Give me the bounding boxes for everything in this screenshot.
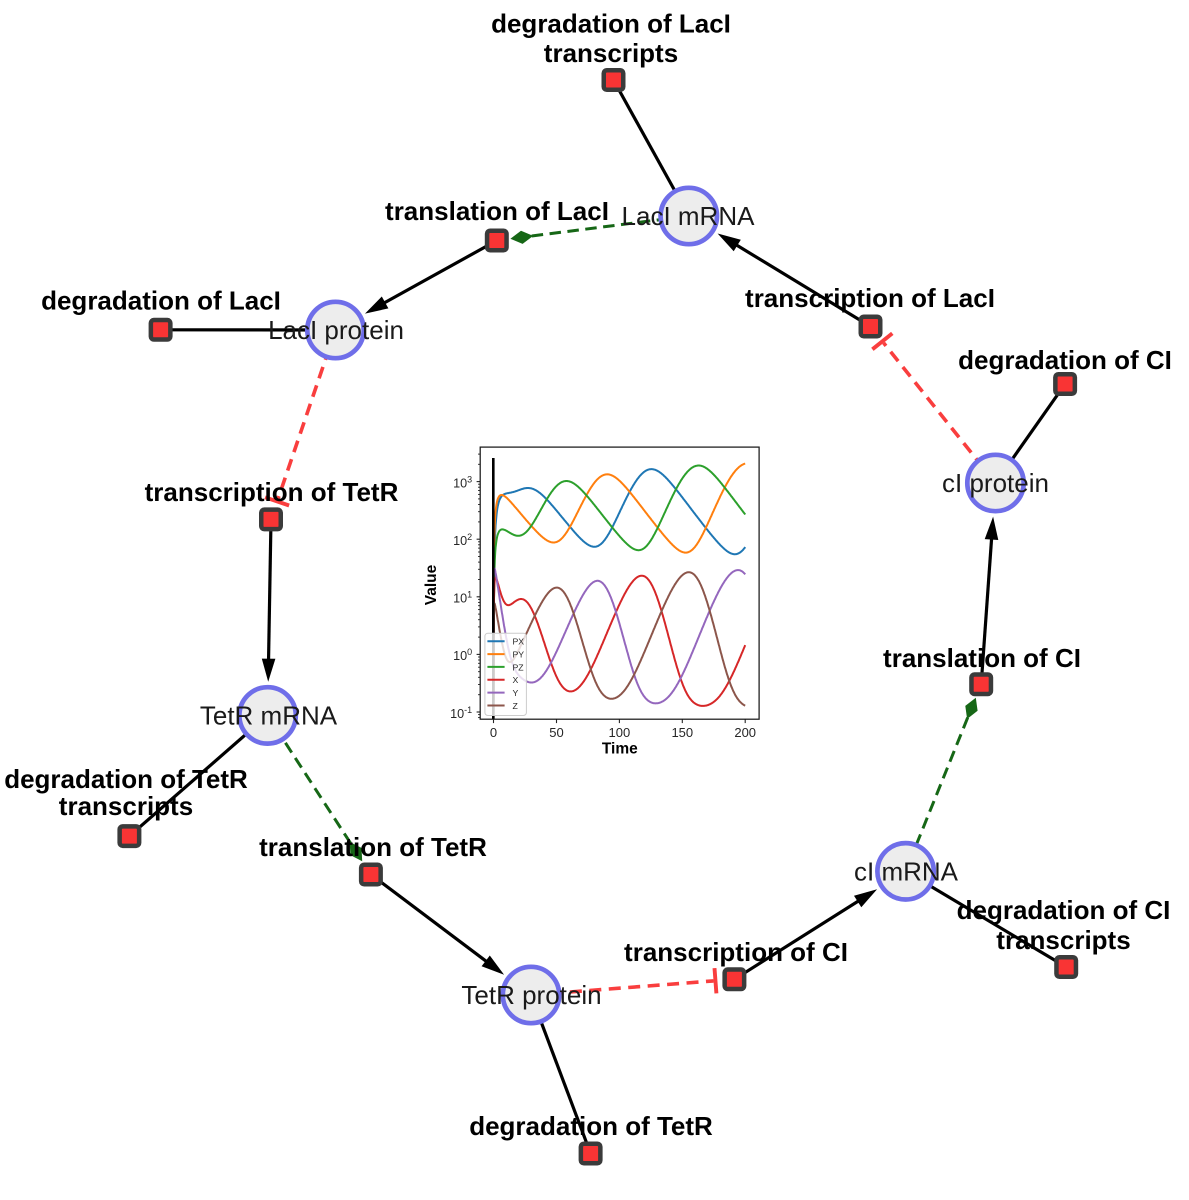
svg-text:transcription of LacI: transcription of LacI bbox=[745, 283, 995, 313]
svg-text:transcription of TetR: transcription of TetR bbox=[145, 477, 399, 507]
svg-text:degradation of CI: degradation of CI bbox=[957, 895, 1171, 925]
svg-text:0: 0 bbox=[490, 725, 497, 740]
svg-text:PY: PY bbox=[513, 650, 525, 660]
svg-text:TetR mRNA: TetR mRNA bbox=[200, 701, 338, 731]
svg-text:transcription of CI: transcription of CI bbox=[624, 937, 848, 967]
svg-text:Time: Time bbox=[602, 741, 638, 758]
svg-text:100: 100 bbox=[609, 725, 631, 740]
svg-text:TetR protein: TetR protein bbox=[461, 980, 601, 1010]
svg-text:LacI mRNA: LacI mRNA bbox=[622, 201, 756, 231]
svg-text:150: 150 bbox=[671, 725, 693, 740]
svg-text:translation of TetR: translation of TetR bbox=[259, 832, 487, 862]
svg-text:PZ: PZ bbox=[513, 662, 525, 672]
svg-text:translation of CI: translation of CI bbox=[883, 643, 1081, 673]
svg-text:degradation of TetR: degradation of TetR bbox=[469, 1111, 713, 1141]
svg-text:transcripts: transcripts bbox=[996, 925, 1130, 955]
svg-text:X: X bbox=[513, 675, 519, 685]
svg-text:cI protein: cI protein bbox=[942, 468, 1049, 498]
svg-text:50: 50 bbox=[549, 725, 563, 740]
svg-text:translation of LacI: translation of LacI bbox=[385, 196, 609, 226]
svg-text:degradation of TetR: degradation of TetR bbox=[4, 764, 248, 794]
svg-text:Z: Z bbox=[513, 701, 519, 711]
svg-text:degradation of LacI: degradation of LacI bbox=[41, 286, 281, 316]
svg-text:200: 200 bbox=[734, 725, 756, 740]
svg-text:degradation of LacI: degradation of LacI bbox=[491, 9, 731, 39]
svg-text:LacI protein: LacI protein bbox=[268, 315, 404, 345]
svg-text:Y: Y bbox=[513, 688, 519, 698]
svg-text:Value: Value bbox=[423, 564, 440, 605]
svg-text:transcripts: transcripts bbox=[59, 791, 193, 821]
svg-text:cI mRNA: cI mRNA bbox=[854, 857, 959, 887]
svg-text:PX: PX bbox=[513, 637, 525, 647]
svg-text:degradation of CI: degradation of CI bbox=[958, 345, 1172, 375]
svg-text:transcripts: transcripts bbox=[544, 38, 678, 68]
